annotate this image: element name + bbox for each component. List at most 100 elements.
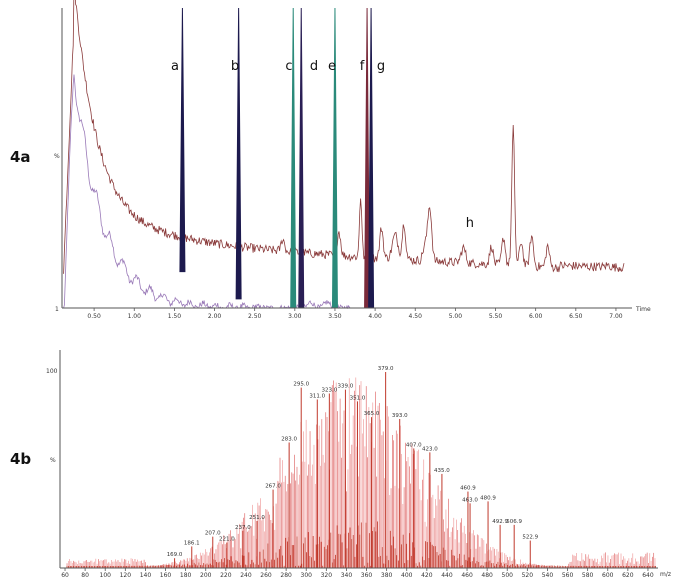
chromatogram-peaks [179,7,375,309]
peak-label-e: e [328,59,336,74]
x-tick-label-b: 280 [280,572,292,579]
x-tick-label-a: 2.50 [248,313,262,320]
y-tick-a-1: 1 [55,306,59,313]
peak-b [235,7,242,300]
x-tick-label-a: 4.00 [368,313,382,320]
x-tick-label-a: 0.50 [87,313,101,320]
chromatogram-panel: 4a % 1 0.50 1.00 1.50 2.00 2.50 3.00 3.50 4.00 4… [10,0,651,320]
x-tick-label-b: 540 [542,572,554,579]
x-tick-label-b: 600 [602,572,614,579]
peak-c [290,7,297,309]
mz-label-423.0: 423.0 [422,446,438,452]
x-tick-label-b: 640 [642,572,654,579]
x-tick-label-b: 260 [260,572,272,579]
x-tick-label-b: 380 [381,572,393,579]
x-tick-label-a: 1.50 [168,313,182,320]
spectrum-bars [66,372,656,568]
x-tick-label-b: 300 [301,572,313,579]
x-ticks-b: 60 80 100 120 140 160 180 200 220 240 260 280 300 320… [61,568,654,579]
x-tick-label-a: 7.00 [609,313,623,320]
y-axis-label-b: % [50,457,56,464]
mz-label-407.0: 407.0 [406,442,422,448]
peak-label-g: g [377,59,385,74]
x-axis-label-b: m/z [660,571,671,578]
mz-label-365.0: 365.0 [364,411,380,417]
panel-label-4b: 4b [10,450,31,468]
chromatogram-traces [63,0,625,310]
x-tick-label-b: 520 [522,572,534,579]
mz-label-351.0: 351.0 [350,395,366,401]
x-tick-label-b: 100 [100,572,112,579]
mass-spectrum-panel: 4b 100 % 60 80 100 120 140 160 180 200 220 240 260… [10,350,671,579]
y-axis-label-a: % [54,153,60,160]
x-tick-label-b: 560 [562,572,574,579]
mz-label-522.9: 522.9 [522,535,538,541]
x-tick-label-b: 80 [81,572,89,579]
x-tick-label-b: 400 [401,572,413,579]
peak-label-d: d [310,59,318,74]
x-tick-label-b: 480 [481,572,493,579]
x-tick-label-b: 420 [421,572,433,579]
peak-label-b: b [231,59,239,74]
mz-label-186.1: 186.1 [184,540,200,546]
x-axis-label-a: Time [635,306,651,313]
peak-label-c: c [285,59,292,74]
x-tick-label-a: 1.00 [128,313,142,320]
mz-label-323.0: 323.0 [321,388,337,394]
x-ticks-a: 0.50 1.00 1.50 2.00 2.50 3.00 3.50 4.00 4.50 5.00… [87,308,623,320]
x-tick-label-b: 240 [240,572,252,579]
x-tick-label-b: 60 [61,572,69,579]
mz-label-207.0: 207.0 [205,531,221,537]
mz-label-379.0: 379.0 [378,366,394,372]
mz-label-339.0: 339.0 [338,384,354,390]
x-tick-label-b: 220 [220,572,232,579]
peak-g [368,7,375,309]
mz-label-492.9: 492.9 [492,519,508,525]
x-tick-label-b: 320 [321,572,333,579]
mz-label-283.0: 283.0 [281,437,297,443]
peak-label-f: f [360,59,365,74]
mz-label-435.0: 435.0 [434,468,450,474]
peak-e [331,7,338,309]
x-tick-label-a: 6.50 [569,313,583,320]
x-tick-label-b: 120 [120,572,132,579]
x-tick-label-a: 2.00 [208,313,222,320]
extracted-ion-trace [63,74,351,310]
x-tick-label-b: 180 [180,572,192,579]
x-tick-label-a: 3.00 [288,313,302,320]
mz-label-237.0: 237.0 [235,525,251,531]
x-tick-label-b: 340 [341,572,353,579]
mz-label-267.0: 267.0 [265,484,281,490]
x-tick-label-a: 5.00 [449,313,463,320]
annotation-h: h [466,216,474,231]
panel-label-4a: 4a [10,148,31,166]
x-tick-label-a: 5.50 [489,313,503,320]
peak-label-a: a [171,59,179,74]
mz-label-463.0: 463.0 [462,497,478,503]
x-tick-label-b: 580 [582,572,594,579]
mz-label-169.0: 169.0 [167,552,183,558]
x-tick-label-b: 360 [361,572,373,579]
mz-label-393.0: 393.0 [392,413,408,419]
peak-d [298,7,305,309]
mz-label-221.0: 221.0 [219,537,235,543]
peak-a [179,7,186,273]
x-tick-label-b: 620 [622,572,634,579]
peak-labels: a b c d e f g h [171,59,474,231]
x-tick-label-a: 6.00 [529,313,543,320]
y-tick-b-100: 100 [46,368,58,375]
mz-label-311.0: 311.0 [309,393,325,399]
mz-label-480.9: 480.9 [480,495,496,501]
x-tick-label-b: 500 [502,572,514,579]
x-tick-label-b: 460 [461,572,473,579]
x-tick-label-a: 3.50 [328,313,342,320]
x-tick-label-a: 4.50 [409,313,423,320]
x-tick-label-b: 440 [441,572,453,579]
x-tick-label-b: 140 [140,572,152,579]
x-tick-label-b: 200 [200,572,212,579]
total-ion-trace [63,0,625,274]
mz-label-251.0: 251.0 [249,515,265,521]
mz-label-460.9: 460.9 [460,486,476,492]
